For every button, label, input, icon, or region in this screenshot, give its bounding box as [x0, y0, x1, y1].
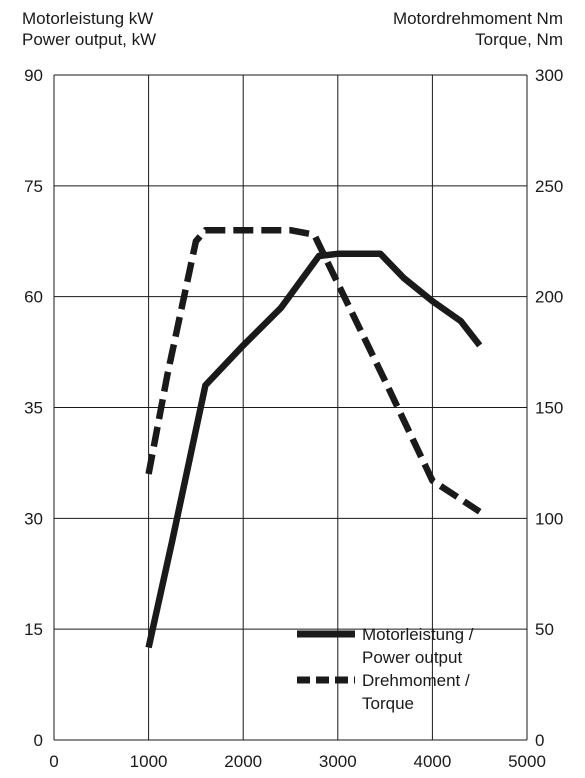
- y-left-tick-label: 90: [24, 66, 43, 85]
- y-left-tick-label: 60: [24, 288, 43, 307]
- y-left-label-line-1: Motorleistung kW: [22, 9, 154, 28]
- y-left-label-line-2: Power output, kW: [22, 30, 157, 49]
- y-right-label-line-2: Torque, Nm: [475, 30, 563, 49]
- y-right-tick-label: 250: [535, 177, 563, 196]
- x-tick-label: 3000: [319, 752, 357, 771]
- legend-label: Power output: [362, 648, 462, 667]
- y-left-tick-label: 30: [24, 509, 43, 528]
- y-right-tick-label: 50: [535, 620, 554, 639]
- legend-label: Drehmoment /: [362, 671, 470, 690]
- y-right-axis-label: Motordrehmoment Nm Torque, Nm: [393, 8, 563, 50]
- y-left-axis-label: Motorleistung kW Power output, kW: [22, 8, 156, 50]
- y-right-tick-label: 300: [535, 66, 563, 85]
- legend-label: Motorleistung /: [362, 625, 474, 644]
- y-right-tick-label: 100: [535, 509, 563, 528]
- y-left-tick-label: 0: [34, 731, 43, 750]
- x-tick-label: 5000: [508, 752, 546, 771]
- y-right-tick-label: 0: [535, 731, 544, 750]
- y-left-tick-label: 15: [24, 620, 43, 639]
- y-right-tick-label: 200: [535, 288, 563, 307]
- x-tick-label: 2000: [224, 752, 262, 771]
- y-right-label-line-1: Motordrehmoment Nm: [392, 9, 563, 28]
- torque-series-line: [145, 226, 482, 515]
- legend-label: Torque: [362, 694, 414, 713]
- y-right-tick-label: 150: [535, 399, 563, 418]
- y-left-tick-label: 35: [24, 399, 43, 418]
- power-series-line: [145, 250, 483, 649]
- x-tick-label: 4000: [413, 752, 451, 771]
- y-left-tick-label: 75: [24, 177, 43, 196]
- x-tick-label: 1000: [130, 752, 168, 771]
- x-tick-label: 0: [49, 752, 58, 771]
